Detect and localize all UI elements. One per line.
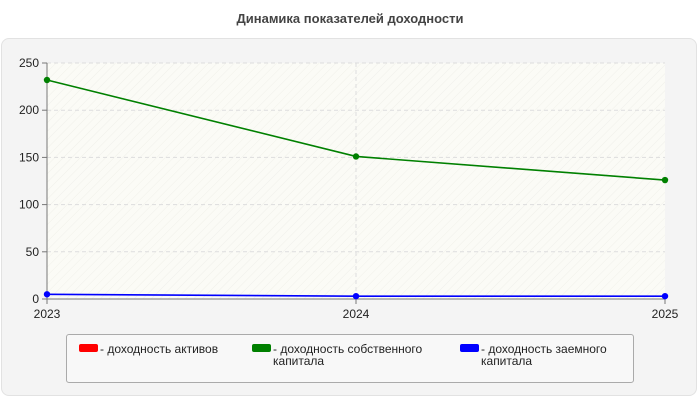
y-axis-tick-labels: 0 50 100 150 200 250 <box>19 56 39 306</box>
legend-swatch-red <box>79 344 98 352</box>
y-tick-label: 50 <box>26 245 40 259</box>
y-tick-label: 100 <box>19 198 39 212</box>
y-tick-label: 250 <box>19 56 39 70</box>
y-tick-label: 150 <box>19 150 39 164</box>
x-tick-label: 2023 <box>34 307 61 321</box>
x-tick-label: 2024 <box>343 307 370 321</box>
legend: - доходность активов - доходность собств… <box>66 334 634 383</box>
legend-swatch-blue <box>460 344 479 352</box>
legend-label: - доходность заемного капитала <box>481 342 607 368</box>
data-point <box>43 291 51 298</box>
x-axis-tick-labels: 2023 2024 2025 <box>34 307 679 321</box>
legend-label: - доходность собственного капитала <box>273 342 423 368</box>
data-point <box>352 292 360 300</box>
y-tick-label: 200 <box>19 103 39 117</box>
series-lines <box>43 76 669 300</box>
gridlines <box>47 62 665 299</box>
legend-label: - доходность активов <box>100 342 219 356</box>
data-point <box>661 176 669 184</box>
chart-title: Динамика показателей доходности <box>236 11 464 26</box>
data-point <box>352 153 360 160</box>
data-point <box>43 76 51 84</box>
y-tick-label: 0 <box>32 292 39 306</box>
legend-swatch-green <box>252 344 271 352</box>
data-point <box>661 292 669 300</box>
x-tick-label: 2025 <box>652 307 679 321</box>
